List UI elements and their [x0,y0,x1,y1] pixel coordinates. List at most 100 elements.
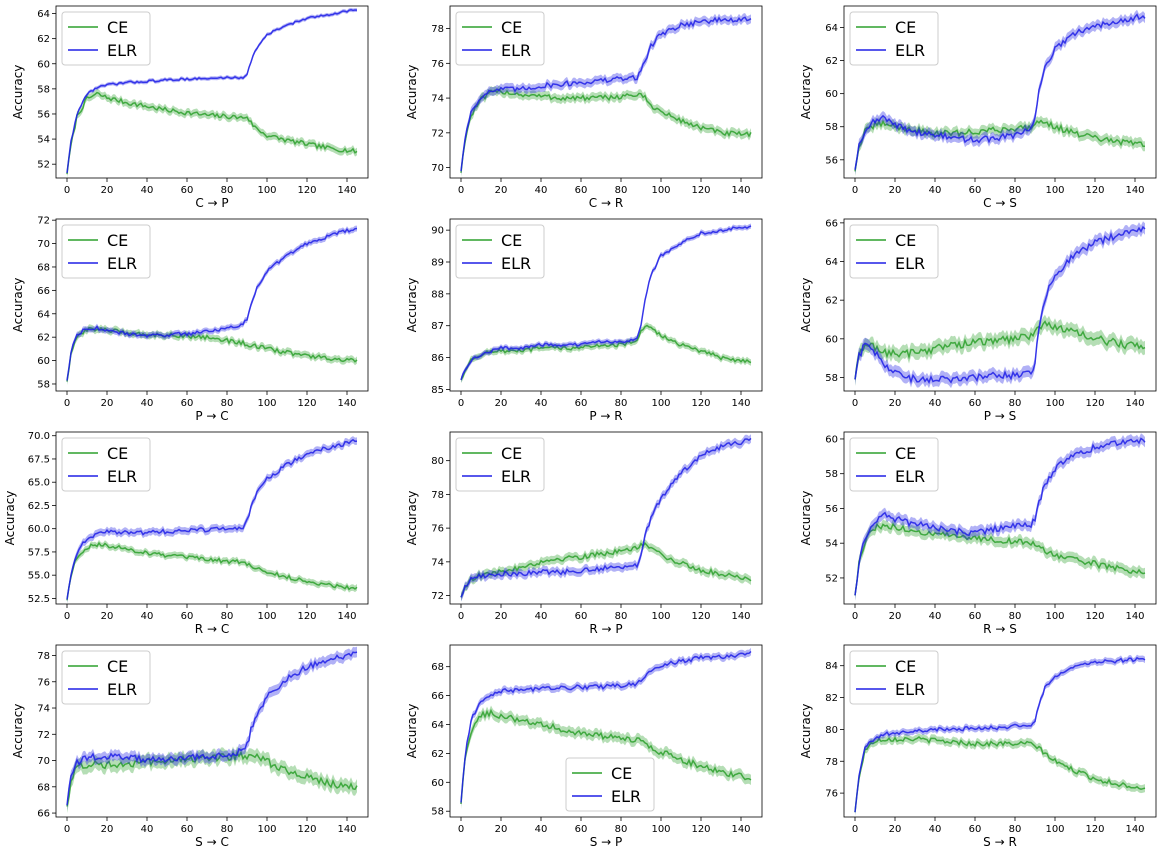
x-tick-label: 40 [929,185,942,196]
x-tick-label: 120 [1085,611,1104,622]
x-tick-label: 0 [852,398,858,409]
axes-frame [55,644,369,818]
y-tick-label: 60 [825,434,838,445]
x-tick-label: 100 [1045,398,1064,409]
legend: CE ELR [61,11,151,66]
x-tick-label: 60 [575,824,588,835]
legend: CE ELR [61,224,151,279]
x-axis-label: S → C [195,835,229,849]
y-tick-label: 74 [431,557,444,568]
legend-label-ce: CE [107,657,128,676]
x-tick-label: 100 [257,611,276,622]
x-tick-label: 100 [651,824,670,835]
legend-label-elr: ELR [611,787,641,806]
legend-label-ce: CE [107,18,128,37]
x-tick-label: 80 [1009,398,1022,409]
axes-frame [449,5,763,179]
series-line-elr [66,438,358,600]
y-axis-label: Accuracy [799,704,813,759]
x-tick-label: 80 [615,398,628,409]
y-tick-label: 66 [825,218,838,229]
y-tick-label: 78 [37,651,50,662]
x-tick-label: 120 [1085,185,1104,196]
x-tick-label: 140 [337,611,356,622]
x-tick-label: 20 [101,185,114,196]
y-tick-label: 62 [825,296,838,307]
x-tick-label: 80 [1009,824,1022,835]
x-tick-label: 20 [101,824,114,835]
series-line-ce [66,91,358,175]
band-ce [67,539,357,604]
x-tick-label: 80 [615,611,628,622]
y-tick-label: 68 [431,662,444,673]
x-tick-label: 20 [495,185,508,196]
legend-label-elr: ELR [107,680,137,699]
x-tick-label: 120 [691,398,710,409]
series-line-ce [854,736,1146,813]
axes-frame [55,218,369,392]
legend-label-elr: ELR [895,41,925,60]
x-tick-label: 0 [64,611,70,622]
y-tick-label: 76 [431,524,444,535]
y-axis-label: Accuracy [405,65,419,120]
y-tick-label: 85 [431,385,444,396]
legend: CE ELR [565,757,655,812]
legend-box [61,650,151,705]
legend-label-ce: CE [501,231,522,250]
band-elr [855,221,1145,389]
y-tick-label: 60 [37,59,50,70]
x-tick-label: 60 [181,611,194,622]
y-tick-label: 62 [37,34,50,45]
band-elr [67,646,357,811]
y-tick-label: 60 [431,778,444,789]
x-tick-label: 40 [141,398,154,409]
legend: CE ELR [455,224,545,279]
legend-label-ce: CE [501,18,522,37]
y-tick-label: 86 [431,353,444,364]
x-tick-label: 0 [852,824,858,835]
legend-label-elr: ELR [895,254,925,273]
x-tick-label: 140 [731,611,750,622]
y-tick-label: 58 [825,373,838,384]
legend: CE ELR [849,437,939,492]
x-tick-label: 120 [691,824,710,835]
y-axis-label: Accuracy [799,65,813,120]
series-line-ce [460,542,752,598]
y-axis-label: Accuracy [11,278,25,333]
x-tick-label: 60 [181,398,194,409]
x-tick-label: 0 [458,185,464,196]
series-line-elr [854,13,1146,170]
x-tick-label: 0 [64,824,70,835]
series-line-elr [460,437,752,598]
x-tick-label: 100 [651,185,670,196]
x-axis-label: R → P [589,622,622,636]
legend-label-elr: ELR [895,680,925,699]
series-line-ce [460,708,752,805]
legend: CE ELR [849,224,939,279]
x-tick-label: 40 [535,824,548,835]
band-ce [461,539,751,602]
legend-label-elr: ELR [895,467,925,486]
y-tick-label: 70 [37,239,50,250]
y-axis-label: Accuracy [405,704,419,759]
series-line-elr [460,225,752,381]
x-tick-label: 40 [535,185,548,196]
axes-frame [843,431,1157,605]
x-tick-label: 60 [575,185,588,196]
y-tick-label: 72 [431,128,444,139]
y-tick-label: 70.0 [28,431,50,442]
x-tick-label: 140 [731,824,750,835]
y-tick-label: 76 [825,789,838,800]
x-tick-label: 40 [535,611,548,622]
subplot-7: 0 20 40 60 80 100 120 140 52.5 55.0 57.5 60.0 62.5 65… [3,431,369,636]
y-tick-label: 58 [825,122,838,133]
y-tick-label: 64 [37,9,50,20]
x-tick-label: 60 [181,824,194,835]
y-axis-label: Accuracy [11,704,25,759]
y-tick-label: 78 [825,757,838,768]
y-tick-label: 62.5 [28,501,50,512]
band-ce [855,518,1145,601]
y-axis-label: Accuracy [799,278,813,333]
x-tick-label: 120 [691,185,710,196]
x-tick-label: 20 [889,185,902,196]
